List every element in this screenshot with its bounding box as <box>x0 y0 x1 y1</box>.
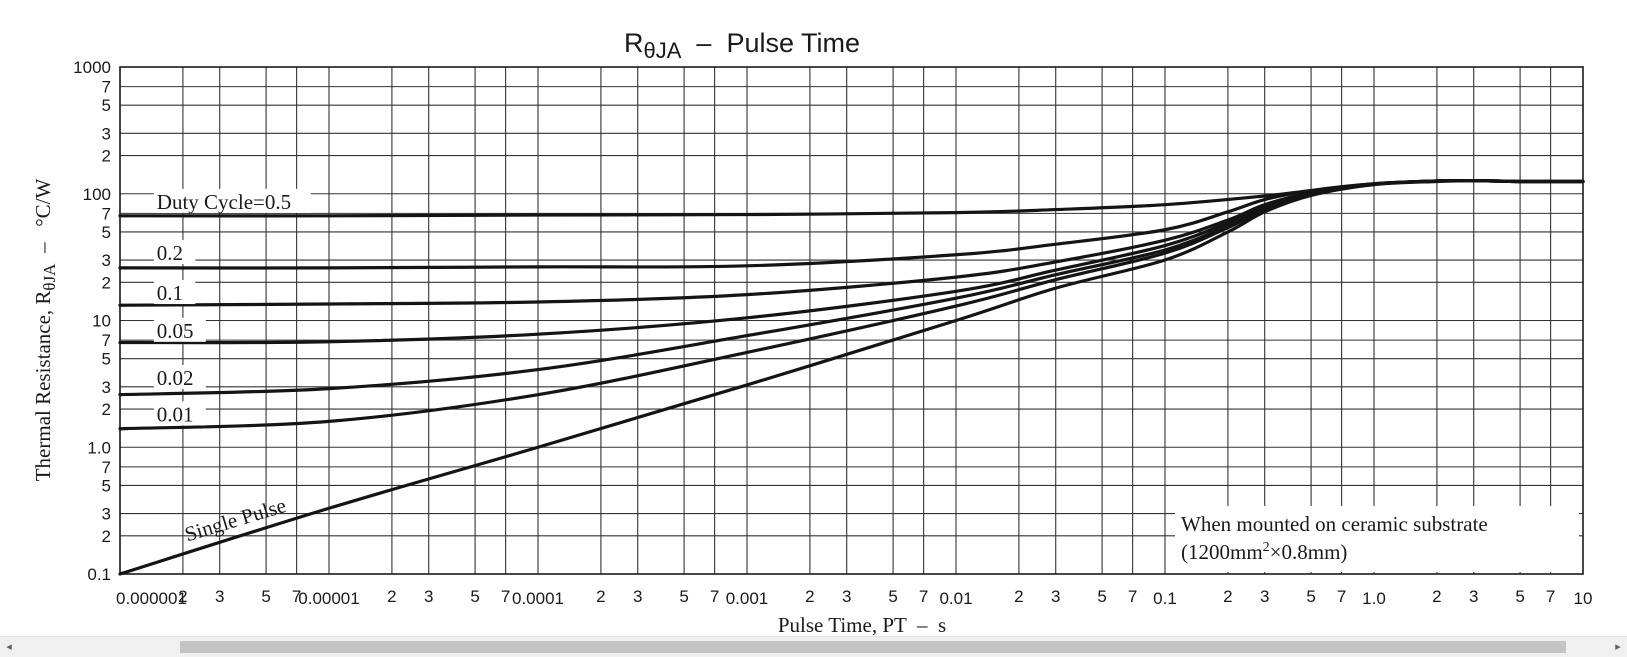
y-minor-tick-label: 7 <box>102 78 111 97</box>
y-tick-label: 100 <box>83 185 111 204</box>
y-tick-label: 0.1 <box>87 565 111 584</box>
x-minor-tick-label: 2 <box>1014 587 1023 606</box>
x-tick-label: 0.01 <box>939 589 972 608</box>
series-label: 0.05 <box>157 319 194 343</box>
x-minor-tick-label: 2 <box>1223 587 1232 606</box>
x-minor-tick-label: 2 <box>805 587 814 606</box>
x-minor-tick-label: 3 <box>1051 587 1060 606</box>
x-minor-tick-label: 3 <box>424 587 433 606</box>
series-label-background <box>153 364 206 389</box>
x-tick-labels: 0.000001 0.00001 0.0001 0.001 0.01 0.1 1.0 10 2 3… <box>116 587 1592 608</box>
title-sub: θJA <box>644 38 682 63</box>
series-label: 0.01 <box>157 402 194 426</box>
series-label: Duty Cycle=0.5 <box>157 190 291 214</box>
y-tick-label: 1.0 <box>87 438 111 457</box>
data-curves <box>118 178 1585 576</box>
ylabel-post: – °C/W <box>31 179 55 264</box>
y-minor-tick-label: 7 <box>102 204 111 223</box>
x-minor-tick-label: 2 <box>1432 587 1441 606</box>
x-tick-label: 0.00001 <box>298 589 359 608</box>
chart-title: RθJA – Pulse Time <box>624 28 860 63</box>
x-minor-tick-label: 3 <box>215 587 224 606</box>
y-minor-tick-label: 2 <box>102 273 111 292</box>
y-minor-tick-label: 5 <box>102 476 111 495</box>
x-minor-tick-label: 7 <box>1337 587 1346 606</box>
series-label: 0.02 <box>157 366 194 390</box>
annotation-line-1: When mounted on ceramic substrate <box>1181 512 1488 536</box>
series-label: 0.1 <box>157 281 183 305</box>
x-tick-label: 1.0 <box>1362 589 1386 608</box>
y-minor-tick-label: 3 <box>102 124 111 143</box>
series-curve <box>118 178 1585 576</box>
x-minor-tick-label: 7 <box>292 587 301 606</box>
title-rest: – Pulse Time <box>681 28 860 58</box>
plot-frame <box>119 66 1584 575</box>
x-minor-tick-label: 5 <box>1515 587 1524 606</box>
x-minor-tick-label: 5 <box>888 587 897 606</box>
title-r: R <box>624 28 644 58</box>
series-label-background <box>153 240 196 265</box>
x-minor-tick-label: 7 <box>919 587 928 606</box>
x-minor-tick-label: 2 <box>178 587 187 606</box>
y-minor-tick-label: 3 <box>102 505 111 524</box>
horizontal-scrollbar[interactable]: ◂ ▸ <box>0 636 1627 657</box>
series-label: 0.2 <box>157 241 183 265</box>
series-label-background <box>153 401 206 426</box>
y-minor-tick-label: 7 <box>102 331 111 350</box>
series-curve <box>118 178 1585 307</box>
scroll-right-arrow-icon[interactable]: ▸ <box>1615 640 1621 653</box>
y-axis-label: Thermal Resistance, RθJA – °C/W <box>31 179 59 482</box>
y-minor-tick-label: 2 <box>102 400 111 419</box>
x-minor-tick-label: 7 <box>1546 587 1555 606</box>
x-axis-label: Pulse Time, PT – s <box>778 613 946 636</box>
ylabel-sub: θJA <box>40 263 59 291</box>
y-minor-tick-label: 2 <box>102 147 111 166</box>
x-tick-label: 0.0001 <box>512 589 564 608</box>
series-label-background <box>153 317 206 342</box>
x-minor-tick-label: 3 <box>633 587 642 606</box>
scroll-left-arrow-icon[interactable]: ◂ <box>6 640 12 653</box>
x-minor-tick-label: 5 <box>1097 587 1106 606</box>
series-label-background <box>153 280 196 305</box>
x-tick-label: 0.001 <box>726 589 769 608</box>
x-minor-tick-label: 3 <box>842 587 851 606</box>
scrollbar-thumb[interactable] <box>180 641 1566 653</box>
x-minor-tick-label: 5 <box>261 587 270 606</box>
x-minor-tick-label: 7 <box>501 587 510 606</box>
annotation-background <box>1175 506 1579 572</box>
y-minor-tick-label: 5 <box>102 223 111 242</box>
x-minor-tick-label: 5 <box>679 587 688 606</box>
annotation-line-2: (1200mm2×0.8mm) <box>1181 540 1347 564</box>
ylabel-pre: Thermal Resistance, R <box>31 291 55 482</box>
series-label-background <box>153 188 311 213</box>
x-minor-tick-label: 2 <box>387 587 396 606</box>
grid-lines <box>119 67 1583 575</box>
y-minor-tick-label: 3 <box>102 251 111 270</box>
x-tick-label: 0.000001 <box>116 589 187 608</box>
x-minor-tick-label: 5 <box>1306 587 1315 606</box>
x-minor-tick-label: 2 <box>596 587 605 606</box>
y-minor-tick-label: 3 <box>102 378 111 397</box>
annotation-line-2-pre: (1200mm <box>1181 540 1263 564</box>
x-minor-tick-label: 7 <box>710 587 719 606</box>
y-minor-tick-label: 5 <box>102 350 111 369</box>
x-minor-tick-label: 3 <box>1469 587 1478 606</box>
x-minor-tick-label: 5 <box>470 587 479 606</box>
y-tick-label: 1000 <box>73 58 111 77</box>
x-minor-tick-label: 7 <box>1128 587 1137 606</box>
y-minor-tick-label: 2 <box>102 527 111 546</box>
y-minor-tick-label: 5 <box>102 96 111 115</box>
x-minor-tick-label: 3 <box>1260 587 1269 606</box>
annotation-line-2-sup: 2 <box>1263 540 1270 555</box>
x-tick-label: 0.1 <box>1153 589 1177 608</box>
x-tick-label: 10 <box>1574 589 1593 608</box>
y-tick-label: 10 <box>92 312 111 331</box>
annotation-line-2-post: ×0.8mm) <box>1270 540 1348 564</box>
y-minor-tick-label: 7 <box>102 458 111 477</box>
